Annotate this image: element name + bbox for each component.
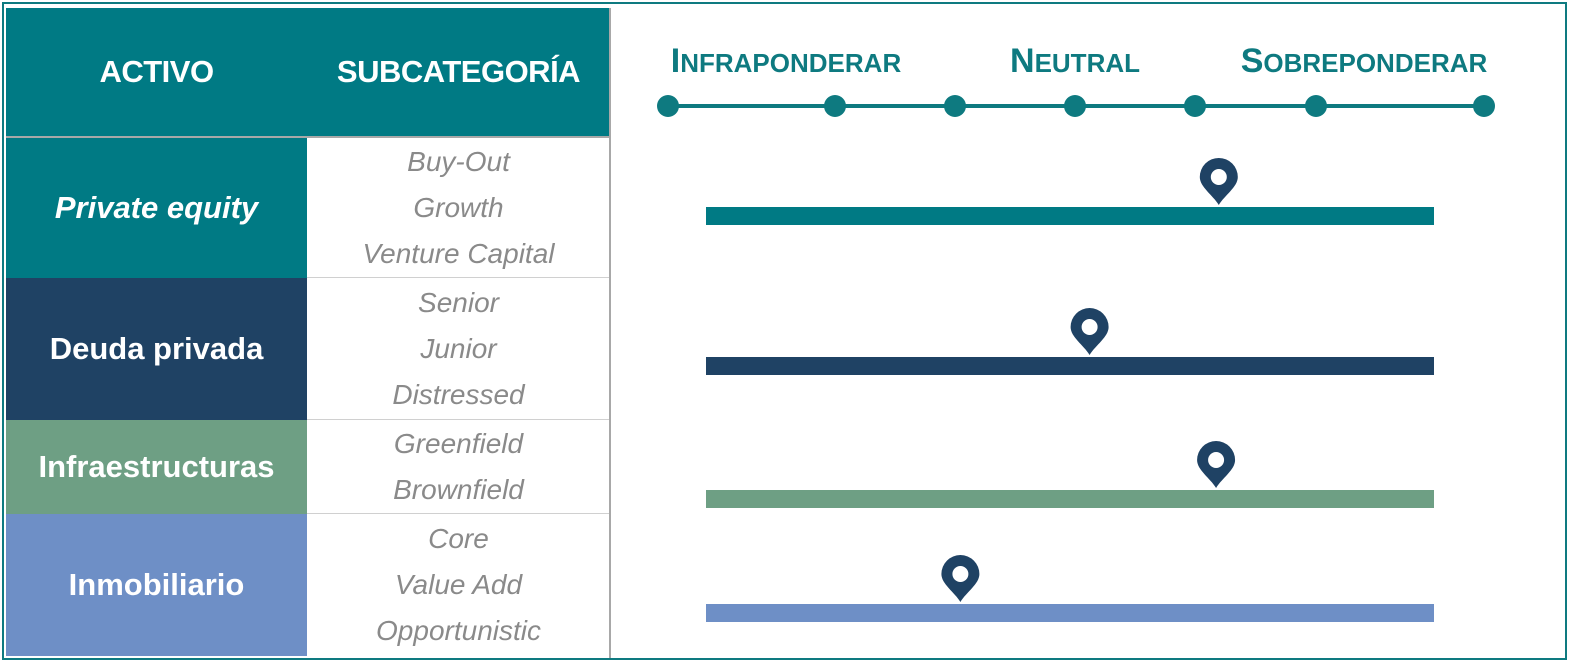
subcategory-item: Opportunistic [376,615,541,646]
subcategories-infraestructuras: Greenfield Brownfield [307,420,610,514]
asset-infraestructuras: Infraestructuras [6,420,307,514]
subcategories-inmobiliario: Core Value Add Opportunistic [307,514,610,656]
subcategory-item: Growth [413,191,504,223]
asset-deuda-privada: Deuda privada [6,278,307,420]
subcategories-deuda-privada: Senior Junior Distressed [307,278,610,420]
asset-private-equity: Private equity [6,138,307,278]
header-asset: ACTIVO [6,8,307,136]
subcategory-item: Distressed [392,378,525,410]
subcategory-item: Core [428,523,489,554]
header-separator [6,136,610,138]
subcategory-item: Junior [420,332,497,364]
subcategories-private-equity: Buy-Out Growth Venture Capital [307,138,610,278]
subcategory-item: Value Add [394,569,523,600]
asset-inmobiliario: Inmobiliario [6,514,307,656]
column-separator [609,8,611,658]
header-subcategory: SUBCATEGORÍA [307,8,610,136]
subcategory-item: Venture Capital [362,237,555,269]
subcategory-item: Brownfield [393,473,524,505]
subcategory-item: Senior [418,286,499,318]
subcategory-item: Buy-Out [407,145,510,177]
subcategory-item: Greenfield [393,427,524,459]
